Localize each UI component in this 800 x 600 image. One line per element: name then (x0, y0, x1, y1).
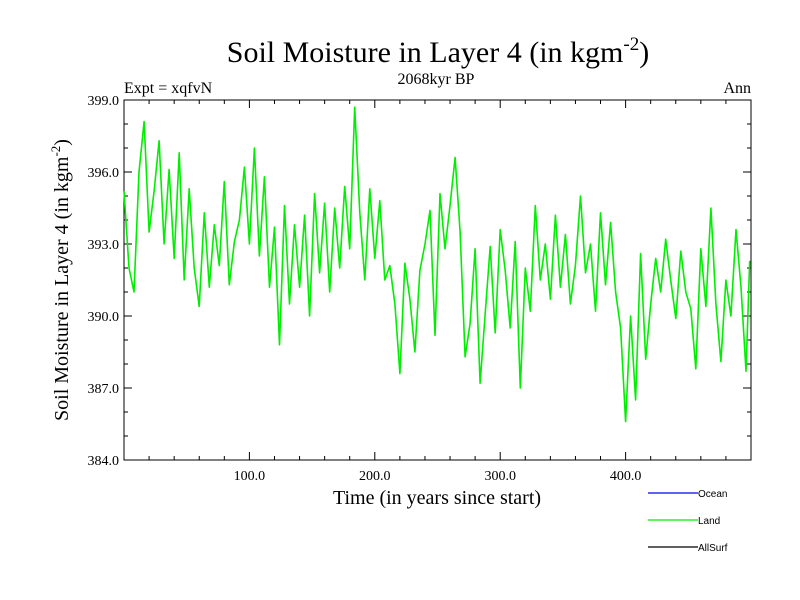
x-axis-ticks: 100.0 200.0 300.0 400.0 (148, 100, 727, 484)
series-line-land (123, 106, 751, 423)
x-tick-label: 200.0 (359, 469, 391, 484)
y-tick-label: 399.0 (88, 94, 120, 109)
y-tick-label: 384.0 (88, 454, 120, 469)
x-tick-label: 300.0 (484, 469, 516, 484)
x-axis-label: Time (in years since start) (333, 487, 541, 509)
x-tick-label: 100.0 (234, 469, 266, 484)
y-tick-label: 390.0 (88, 310, 120, 325)
season-label: Ann (723, 80, 751, 97)
y-axis-label: Soil Moisture in Layer 4 (in kgm-2) (48, 139, 73, 421)
experiment-label: Expt = xqfvN (124, 80, 213, 97)
legend-label-land: Land (698, 516, 720, 527)
chart-subtitle: 2068kyr BP (398, 71, 475, 88)
series-layer (123, 106, 751, 423)
legend-label-allsurf: AllSurf (698, 543, 728, 554)
y-tick-label: 396.0 (88, 166, 120, 181)
x-tick-label: 400.0 (610, 469, 642, 484)
legend-label-ocean: Ocean (698, 489, 727, 500)
legend: Ocean Land AllSurf (648, 489, 728, 554)
chart-title: Soil Moisture in Layer 4 (in kgm-2) (227, 34, 649, 69)
y-tick-label: 393.0 (88, 238, 120, 253)
y-tick-label: 387.0 (88, 382, 120, 397)
y-axis-ticks: 384.0 387.0 390.0 393.0 396.0 399.0 (88, 94, 751, 469)
